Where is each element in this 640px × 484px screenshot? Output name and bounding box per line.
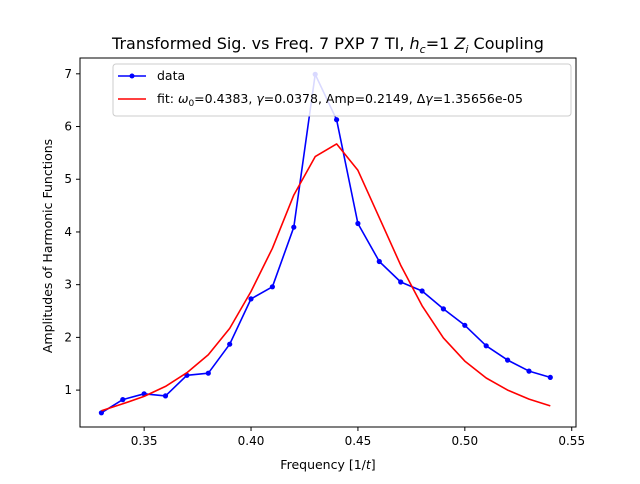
x-tick-label: 0.40 [238, 434, 265, 448]
x-tick-label: 0.55 [558, 434, 585, 448]
legend: data fit: ω0=0.4383, γ=0.0378, Amp=0.214… [112, 63, 572, 117]
plot-area [79, 57, 577, 428]
data-point [334, 117, 340, 123]
data-point [462, 322, 468, 328]
legend-data-label: data [157, 68, 185, 83]
y-tick-label: 3 [64, 278, 72, 292]
data-point [526, 368, 532, 374]
chart-title: Transformed Sig. vs Freq. 7 PXP 7 TI, hc… [111, 34, 544, 56]
data-point [98, 410, 104, 416]
legend-fit-label: fit: ω0=0.4383, γ=0.0378, Amp=0.2149, Δγ… [157, 91, 523, 109]
data-point [269, 284, 275, 290]
plot-frame [79, 57, 577, 428]
data-point [291, 224, 297, 230]
data-point [483, 343, 489, 349]
y-tick-label: 5 [64, 172, 72, 186]
y-tick-label: 4 [64, 225, 72, 239]
data-point [547, 374, 553, 380]
y-tick-label: 7 [64, 67, 72, 81]
y-axis-label: Amplitudes of Harmonic Functions [40, 139, 55, 353]
axis-ticks: 0.35 0.40 0.45 0.50 0.55 1 2 3 4 5 6 7 [64, 67, 585, 448]
y-tick-label: 6 [64, 120, 72, 134]
y-tick-label: 1 [64, 383, 72, 397]
x-axis-label: Frequency [1/t] [280, 457, 375, 472]
x-tick-label: 0.45 [345, 434, 372, 448]
data-point [505, 357, 511, 363]
data-point [248, 296, 254, 302]
legend-data-marker [129, 73, 135, 79]
data-point [162, 393, 169, 399]
data-point [355, 220, 361, 227]
legend-box [112, 63, 572, 117]
data-point [376, 258, 382, 265]
data-point [227, 341, 233, 347]
data-point [440, 306, 446, 312]
x-tick-label: 0.50 [451, 434, 478, 448]
data-point [205, 370, 211, 376]
y-tick-label: 2 [64, 330, 72, 344]
x-tick-label: 0.35 [131, 434, 158, 448]
data-point [120, 397, 126, 403]
data-point [419, 288, 425, 294]
data-point [398, 279, 404, 285]
fit-series-line [101, 143, 551, 412]
